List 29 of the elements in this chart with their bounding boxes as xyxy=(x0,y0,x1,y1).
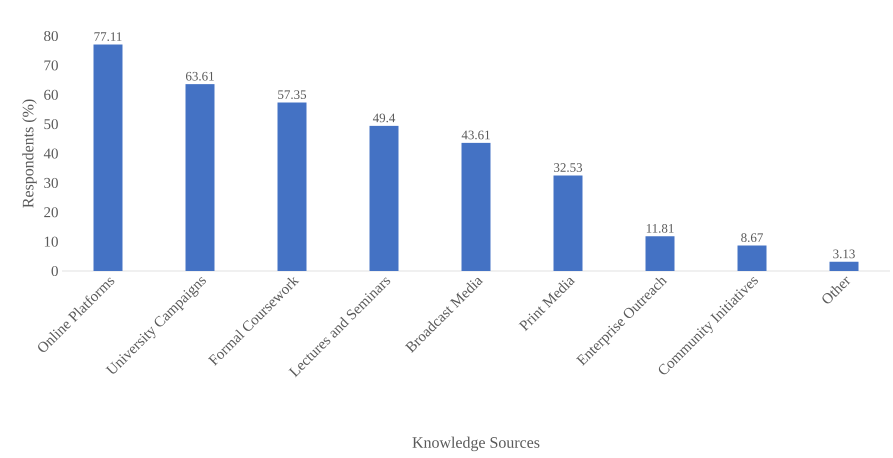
data-label: 3.13 xyxy=(833,250,855,258)
data-label: 32.53 xyxy=(554,163,582,172)
data-label: 63.61 xyxy=(186,72,214,81)
bar xyxy=(186,84,214,271)
data-label: 11.81 xyxy=(646,224,674,233)
y-tick-label: 50 xyxy=(44,119,58,130)
data-label: 43.61 xyxy=(462,130,490,140)
y-tick-label: 30 xyxy=(44,178,58,188)
y-axis-title: Respondents (%) xyxy=(22,100,37,208)
y-tick-label: 80 xyxy=(44,30,58,42)
y-tick-label: 60 xyxy=(44,90,58,100)
data-label: 77.11 xyxy=(94,32,122,41)
data-label: 49.4 xyxy=(372,114,396,122)
bar xyxy=(554,175,583,271)
bar xyxy=(646,236,675,271)
bar xyxy=(462,142,491,271)
bar xyxy=(278,102,307,271)
y-tick-label: 20 xyxy=(44,207,58,218)
data-label: 57.35 xyxy=(278,90,306,100)
bar xyxy=(830,262,859,271)
bar xyxy=(738,246,767,271)
data-label: 8.67 xyxy=(741,233,763,242)
x-axis-title: Knowledge Sources xyxy=(412,436,540,452)
y-tick-label: 0 xyxy=(52,266,58,276)
y-tick-label: 40 xyxy=(44,148,58,159)
bar xyxy=(370,126,399,271)
y-tick-label: 10 xyxy=(44,236,58,247)
y-tick-label: 70 xyxy=(44,60,58,70)
bar xyxy=(94,44,122,271)
